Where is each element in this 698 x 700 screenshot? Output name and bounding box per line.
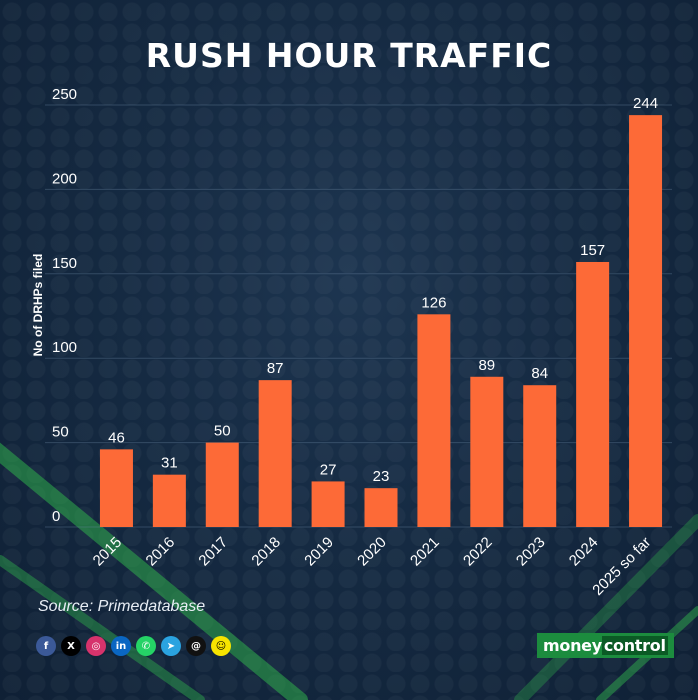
bar — [364, 488, 398, 527]
bar — [311, 481, 345, 527]
x-tick-label: 2017 — [195, 534, 231, 570]
x-tick-label: 2021 — [407, 534, 443, 570]
whatsapp-icon[interactable]: ✆ — [136, 636, 156, 656]
bar — [99, 449, 133, 527]
threads-icon[interactable]: @ — [186, 636, 206, 656]
telegram-icon[interactable]: ➤ — [161, 636, 181, 656]
bar — [523, 385, 557, 527]
linkedin-icon[interactable]: in — [111, 636, 131, 656]
x-tick-label: 2023 — [513, 534, 549, 570]
bar — [258, 380, 292, 527]
data-label: 87 — [267, 360, 284, 377]
bar — [629, 115, 663, 528]
y-axis-label: No of DRHPs filed — [31, 254, 45, 357]
x-tick-label: 2020 — [354, 534, 390, 570]
social-icons: f X ◎ in ✆ ➤ @ ☺ — [36, 636, 231, 656]
bar — [205, 442, 239, 527]
bar — [576, 261, 610, 527]
y-tick-label: 100 — [52, 339, 77, 356]
x-tick-label: 2018 — [248, 534, 284, 570]
gridlines — [45, 104, 672, 528]
y-tick-label: 200 — [52, 170, 77, 187]
chart-title: RUSH HOUR TRAFFIC — [145, 36, 553, 75]
x-tick-label: 2019 — [301, 534, 337, 570]
green-streak — [0, 555, 205, 700]
data-label: 23 — [373, 468, 390, 485]
x-icon[interactable]: X — [61, 636, 81, 656]
bars — [99, 115, 663, 528]
green-streak — [0, 442, 308, 700]
snapchat-icon[interactable]: ☺ — [211, 636, 231, 656]
data-label: 84 — [531, 365, 548, 382]
bar — [417, 314, 451, 527]
x-tick-label: 2016 — [143, 534, 179, 570]
bar — [470, 376, 504, 527]
data-label: 31 — [161, 455, 178, 472]
data-label: 89 — [478, 357, 495, 374]
green-light-streaks — [0, 442, 698, 700]
y-tick-label: 250 — [52, 86, 77, 103]
data-label: 46 — [108, 429, 125, 446]
green-streak — [514, 514, 698, 700]
instagram-icon[interactable]: ◎ — [86, 636, 106, 656]
y-tick-label: 50 — [52, 424, 69, 441]
y-axis-ticks: 0 50 100 150 200 250 — [52, 86, 77, 525]
data-label: 126 — [421, 294, 446, 311]
data-labels: 46 31 50 87 27 23 126 89 84 157 244 — [108, 95, 658, 485]
data-label: 27 — [320, 461, 337, 478]
x-axis-ticks: 2015 2016 2017 2018 2019 2020 2021 2022 2023 2024… — [90, 534, 655, 599]
data-label: 50 — [214, 423, 231, 440]
x-tick-label: 2022 — [460, 534, 496, 570]
y-tick-label: 0 — [52, 508, 60, 525]
facebook-icon[interactable]: f — [36, 636, 56, 656]
y-tick-label: 150 — [52, 255, 77, 272]
data-label: 244 — [633, 95, 658, 112]
bar — [152, 474, 186, 527]
x-tick-label: 2024 — [566, 534, 602, 570]
data-label: 157 — [580, 242, 605, 259]
source-note: Source: Primedatabase — [38, 598, 206, 615]
moneycontrol-logo: money control — [537, 633, 674, 658]
